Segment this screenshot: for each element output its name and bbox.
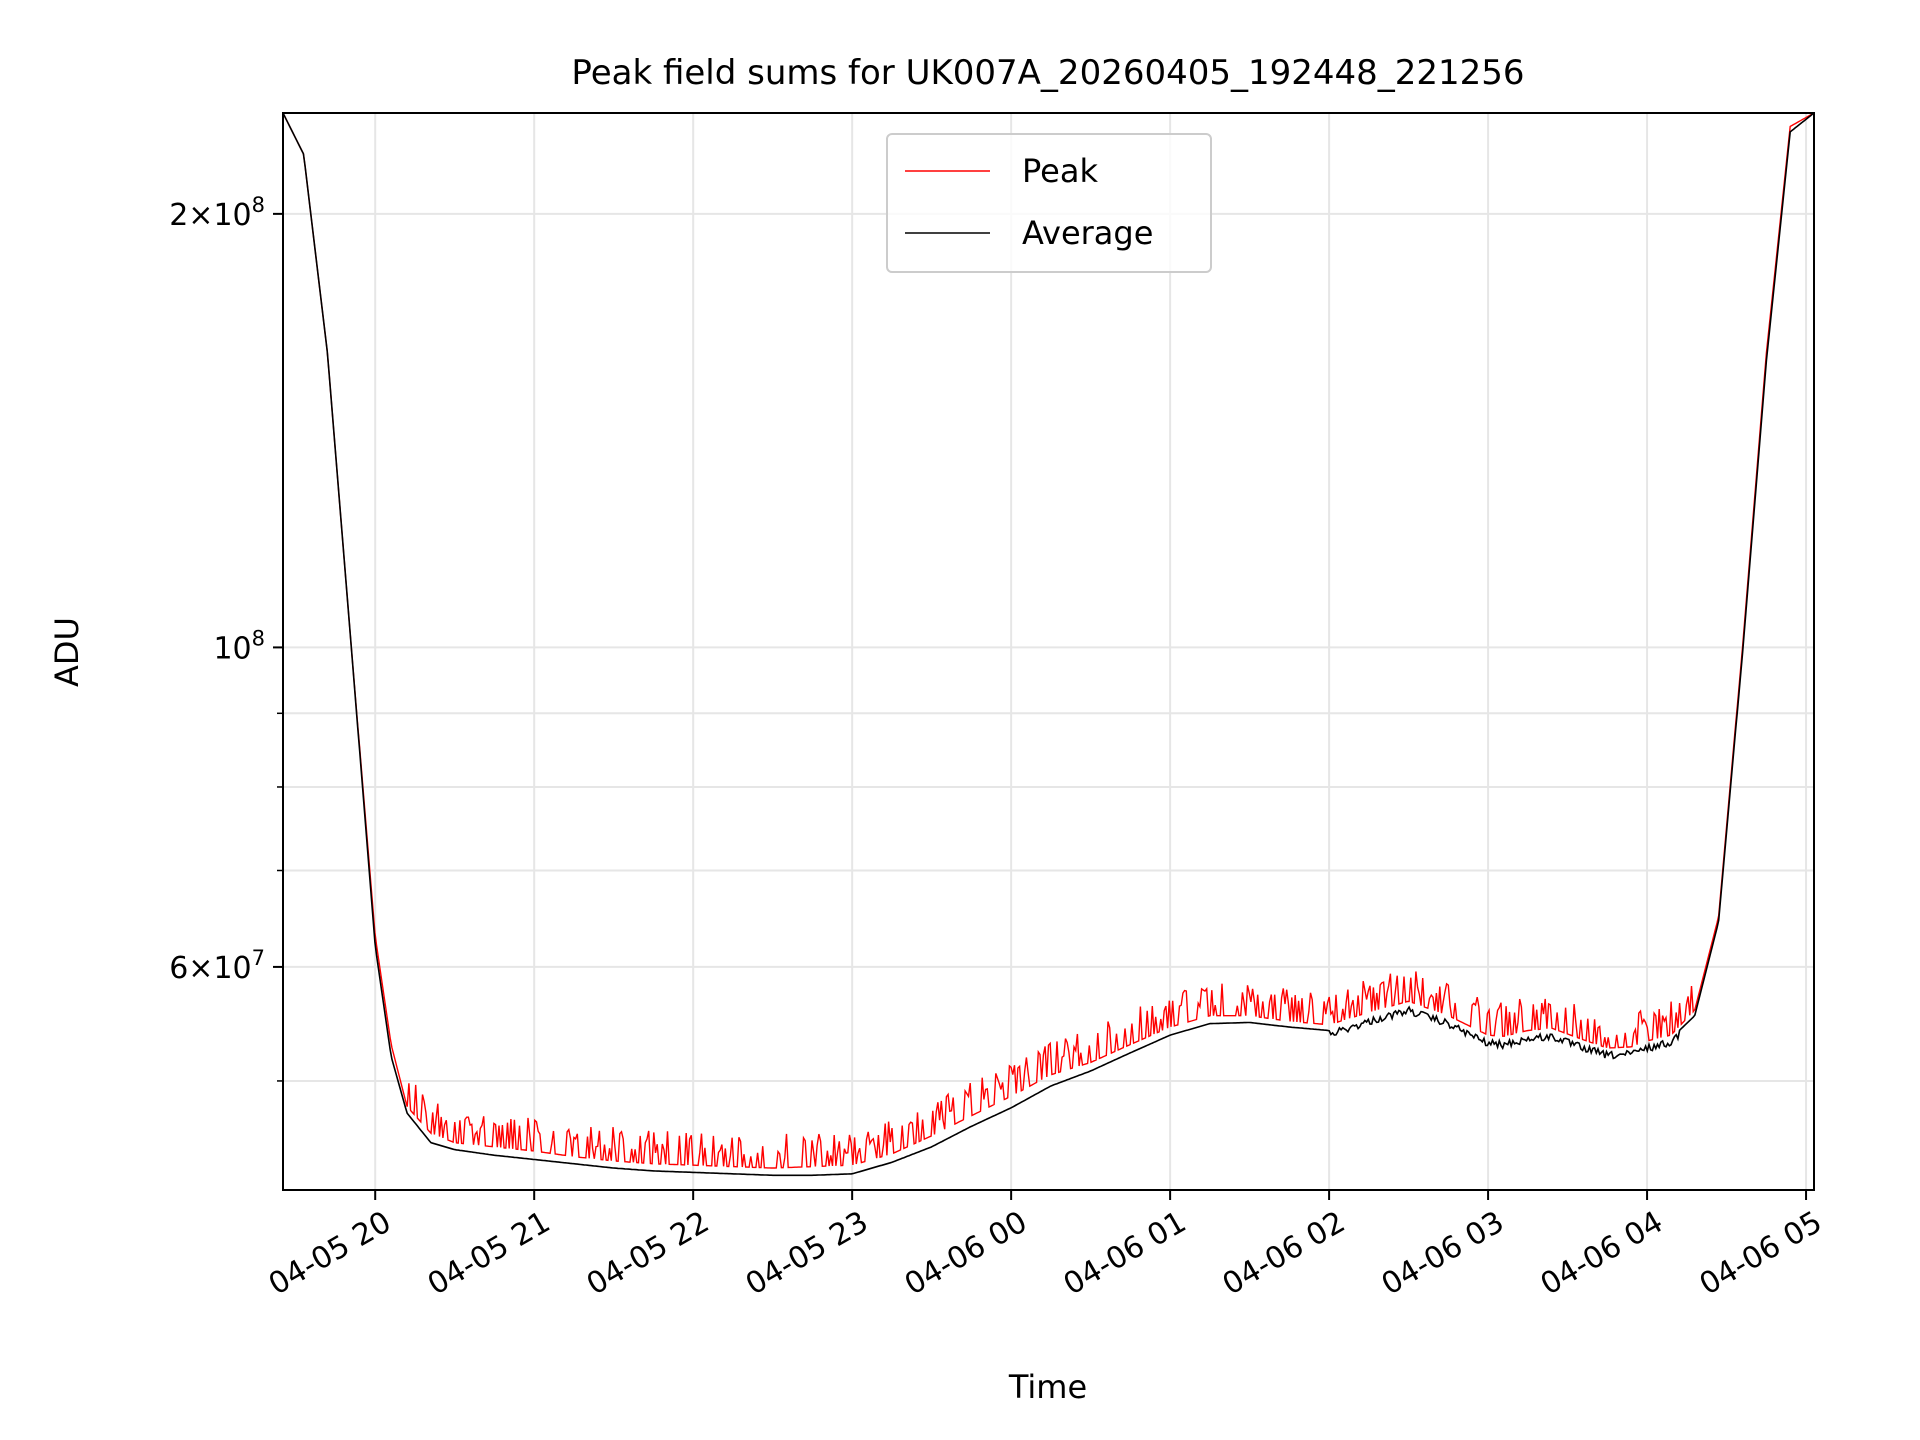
x-axis-label: Time (1008, 1368, 1087, 1406)
legend-average-label: Average (1022, 214, 1153, 252)
y-tick-label: 2×108 (169, 193, 265, 233)
grid (283, 113, 1814, 1190)
axes-frame (282, 112, 1815, 1191)
y-axis: 108 6×107 2×108 (169, 193, 283, 1082)
chart-title: Peak field sums for UK007A_20260405_1924… (571, 53, 1524, 93)
plot-lines (283, 113, 1814, 1177)
peak-series-line (283, 113, 1814, 1169)
y-tick-label: 6×107 (169, 946, 265, 986)
legend: Peak Average (886, 133, 1212, 273)
y-tick-label: 108 (213, 626, 265, 666)
average-series-line (283, 113, 1814, 1177)
legend-peak-label: Peak (1022, 152, 1098, 190)
legend-box (886, 133, 1212, 273)
y-axis-label: ADU (48, 617, 86, 687)
